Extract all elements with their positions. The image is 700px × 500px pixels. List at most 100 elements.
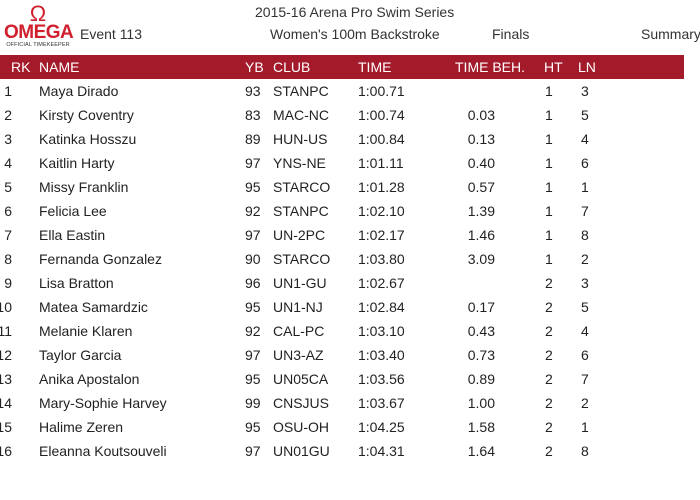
cell-time: 1:01.28	[358, 179, 405, 195]
cell-ln: 6	[581, 155, 589, 171]
cell-ht: 1	[545, 83, 553, 99]
cell-yb: 89	[245, 131, 261, 147]
cell-rk: 8	[4, 251, 12, 267]
cell-time: 1:02.84	[358, 299, 405, 315]
cell-ln: 1	[581, 179, 589, 195]
cell-beh: 1.64	[467, 443, 495, 459]
table-row: 15 Halime Zeren 95 OSU-OH 1:04.25 1.58 2 1	[0, 415, 684, 439]
cell-beh: 0.40	[467, 155, 495, 171]
cell-club: STARCO	[273, 251, 331, 267]
table-row: 7 Ella Eastin 97 UN-2PC 1:02.17 1.46 1 8	[0, 223, 684, 247]
cell-beh: 0.43	[467, 323, 495, 339]
cell-club: UN-2PC	[273, 227, 326, 243]
cell-beh: 1.39	[467, 203, 495, 219]
cell-yb: 97	[245, 443, 261, 459]
cell-yb: 93	[245, 83, 261, 99]
cell-name: Matea Samardzic	[39, 299, 148, 315]
cell-club: HUN-US	[273, 131, 328, 147]
cell-club: UN1-GU	[273, 275, 327, 291]
cell-rk: 1	[4, 83, 12, 99]
cell-ln: 6	[581, 347, 589, 363]
table-row: 14 Mary-Sophie Harvey 99 CNSJUS 1:03.67 1.00 2…	[0, 391, 684, 415]
col-time-behind: TIME BEH.	[455, 59, 526, 75]
cell-ht: 2	[545, 347, 553, 363]
cell-time: 1:02.10	[358, 203, 405, 219]
cell-time: 1:03.67	[358, 395, 405, 411]
cell-time: 1:03.10	[358, 323, 405, 339]
table-row: 3 Katinka Hosszu 89 HUN-US 1:00.84 0.13 1 4	[0, 127, 684, 151]
cell-rk: 7	[4, 227, 12, 243]
cell-ht: 1	[545, 227, 553, 243]
cell-yb: 95	[245, 371, 261, 387]
cell-yb: 97	[245, 347, 261, 363]
cell-name: Mary-Sophie Harvey	[39, 395, 167, 411]
col-heat: HT	[544, 59, 563, 75]
cell-yb: 92	[245, 323, 261, 339]
series-title: 2015-16 Arena Pro Swim Series	[255, 4, 455, 20]
table-row: 16 Eleanna Koutsouveli 97 UN01GU 1:04.31 1.64…	[0, 439, 684, 463]
cell-name: Felicia Lee	[39, 203, 107, 219]
cell-ln: 5	[581, 299, 589, 315]
cell-yb: 92	[245, 203, 261, 219]
cell-name: Anika Apostalon	[39, 371, 140, 387]
table-row: 11 Melanie Klaren 92 CAL-PC 1:03.10 0.43 2 4	[0, 319, 684, 343]
cell-rk: 10	[0, 299, 12, 315]
cell-club: STANPC	[273, 83, 329, 99]
cell-time: 1:00.71	[358, 83, 405, 99]
cell-rk: 15	[0, 419, 12, 435]
omega-symbol-icon: Ω	[29, 1, 47, 26]
logo-subtitle: OFFICIAL TIMEKEEPER	[6, 42, 70, 48]
table-header: RK NAME YB CLUB TIME TIME BEH. HT LN	[0, 55, 684, 79]
cell-name: Maya Dirado	[39, 83, 119, 99]
cell-ht: 2	[545, 371, 553, 387]
cell-ln: 2	[581, 251, 589, 267]
cell-yb: 95	[245, 179, 261, 195]
cell-time: 1:03.56	[358, 371, 405, 387]
cell-time: 1:00.74	[358, 107, 405, 123]
cell-club: STARCO	[273, 179, 331, 195]
cell-ln: 8	[581, 443, 589, 459]
cell-rk: 9	[4, 275, 12, 291]
cell-name: Missy Franklin	[39, 179, 129, 195]
cell-rk: 5	[4, 179, 12, 195]
cell-ht: 2	[545, 443, 553, 459]
cell-time: 1:00.84	[358, 131, 405, 147]
col-name: NAME	[39, 59, 80, 75]
cell-ln: 3	[581, 83, 589, 99]
race-name: Women's 100m Backstroke	[270, 26, 440, 42]
event-number: Event 113	[80, 26, 143, 42]
cell-name: Lisa Bratton	[39, 275, 114, 291]
cell-ln: 4	[581, 131, 589, 147]
cell-club: CNSJUS	[273, 395, 330, 411]
table-row: 13 Anika Apostalon 95 UN05CA 1:03.56 0.89 2 7	[0, 367, 684, 391]
cell-beh: 0.89	[467, 371, 495, 387]
cell-beh: 3.09	[467, 251, 495, 267]
cell-ht: 1	[545, 251, 553, 267]
cell-time: 1:04.31	[358, 443, 405, 459]
cell-ln: 7	[581, 203, 589, 219]
cell-yb: 99	[245, 395, 261, 411]
cell-rk: 6	[4, 203, 12, 219]
cell-club: UN05CA	[273, 371, 329, 387]
table-row: 12 Taylor Garcia 97 UN3-AZ 1:03.40 0.73 2 6	[0, 343, 684, 367]
table-row: 2 Kirsty Coventry 83 MAC-NC 1:00.74 0.03 1 5	[0, 103, 684, 127]
cell-yb: 97	[245, 227, 261, 243]
cell-club: YNS-NE	[273, 155, 326, 171]
col-rk: RK	[11, 59, 31, 75]
cell-yb: 90	[245, 251, 261, 267]
cell-beh: 1.00	[467, 395, 495, 411]
cell-time: 1:01.11	[358, 155, 404, 171]
cell-beh: 1.46	[467, 227, 495, 243]
cell-name: Eleanna Koutsouveli	[39, 443, 167, 459]
logo-word: OMEGA	[4, 22, 74, 43]
table-row: 1 Maya Dirado 93 STANPC 1:00.71 1 3	[0, 79, 684, 103]
cell-name: Ella Eastin	[39, 227, 106, 243]
table-row: 5 Missy Franklin 95 STARCO 1:01.28 0.57 1 1	[0, 175, 684, 199]
cell-ht: 2	[545, 395, 553, 411]
cell-rk: 11	[0, 323, 12, 339]
col-club: CLUB	[273, 59, 311, 75]
round: Finals	[492, 26, 530, 42]
table-row: 6 Felicia Lee 92 STANPC 1:02.10 1.39 1 7	[0, 199, 684, 223]
cell-ht: 1	[545, 107, 553, 123]
cell-ht: 2	[545, 299, 553, 315]
